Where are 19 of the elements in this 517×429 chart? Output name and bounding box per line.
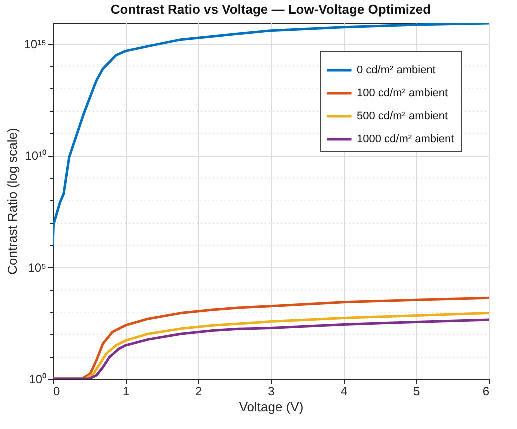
x-axis-title: Voltage (V) — [239, 400, 304, 414]
y-tick-label: 10⁵ — [28, 260, 47, 275]
x-tick-label: 5 — [413, 384, 420, 398]
y-tick-label: 10¹⁵ — [24, 37, 47, 52]
x-tick-label: 1 — [122, 384, 130, 398]
y-tick-label: 10¹⁰ — [25, 149, 46, 164]
x-tick-label: 6 — [482, 384, 490, 398]
legend-label: 1000 cd/m² ambient — [357, 134, 454, 146]
legend-label: 0 cd/m² ambient — [357, 64, 436, 76]
x-tick-label: 4 — [340, 384, 348, 398]
y-tick-label: 10⁰ — [29, 372, 46, 386]
x-tick-label: 3 — [268, 384, 276, 398]
legend-label: 100 cd/m² ambient — [357, 88, 448, 100]
x-tick-label: 2 — [195, 384, 202, 398]
line-series — [53, 23, 489, 246]
x-tick-label: 0 — [54, 384, 60, 398]
chart-title: Contrast Ratio vs Voltage — Low-Voltage Optimized — [110, 2, 432, 17]
legend-label: 500 cd/m² ambient — [357, 110, 448, 122]
y-axis-title: Contrast Ratio (log scale) — [5, 128, 20, 275]
